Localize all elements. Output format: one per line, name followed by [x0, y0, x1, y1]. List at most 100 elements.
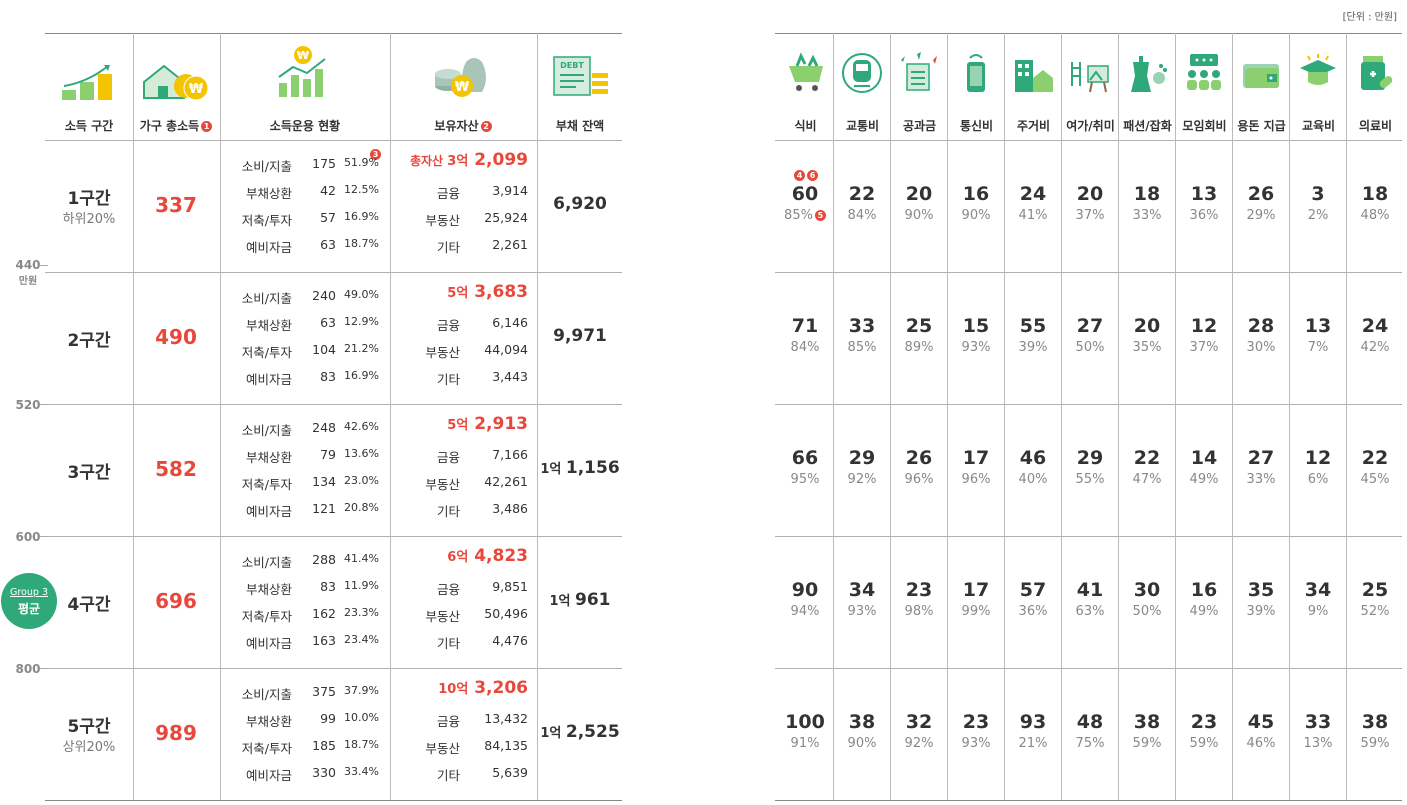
- expense-percent-text: 84%: [847, 208, 877, 223]
- asset-label: 부동산: [425, 213, 460, 228]
- expense-value: 28: [1247, 315, 1275, 337]
- subway-train-icon: [840, 52, 884, 96]
- expense-percent-text: 36%: [1018, 604, 1048, 619]
- expense-percent-text: 30%: [1246, 340, 1276, 355]
- expense-percent: 96%: [948, 472, 1004, 487]
- asset-label: 기타: [436, 636, 460, 651]
- debt-amount: 961: [575, 590, 611, 610]
- expense-value: 25: [905, 315, 933, 337]
- column-header: 소득운용 현황: [245, 117, 365, 134]
- expense-value: 16: [1190, 579, 1218, 601]
- asset-label: 금융: [436, 714, 460, 729]
- expense-value: 23: [962, 711, 990, 733]
- expense-value: 25: [1361, 579, 1389, 601]
- row-divider-left: [45, 404, 622, 405]
- group-meeting-icon: [1182, 52, 1226, 96]
- expense-percent-text: 99%: [961, 604, 991, 619]
- expense-column-header: 식비: [794, 119, 817, 133]
- expense-value: 29: [848, 447, 876, 469]
- expense-percent: 90%: [948, 208, 1004, 223]
- expense-column-header: 주거비: [1016, 119, 1051, 133]
- asset-value: 42,261: [484, 474, 528, 489]
- house-coins-icon: ₩: [140, 60, 210, 102]
- row-divider-right: [775, 536, 1402, 537]
- debt-amount: 1,156: [565, 458, 620, 478]
- expense-value: 38: [1133, 711, 1161, 733]
- usage-value: 63: [320, 315, 336, 330]
- header-marker-usage: 3: [370, 149, 381, 160]
- asset-label: 금융: [436, 450, 460, 465]
- expense-value: 3: [1311, 183, 1325, 205]
- column-divider-right: [1118, 33, 1119, 800]
- expense-value: 18: [1133, 183, 1161, 205]
- column-header: 부채 잔액: [520, 117, 640, 134]
- usage-value: 175: [312, 156, 336, 171]
- usage-percent: 23.3%: [344, 606, 379, 619]
- expense-percent-text: 39%: [1018, 340, 1048, 355]
- usage-value: 42: [320, 183, 336, 198]
- axis-label: 800: [15, 662, 41, 676]
- expense-percent: 94%: [777, 604, 833, 619]
- expense-value: 93: [1019, 711, 1047, 733]
- usage-value: 134: [312, 474, 336, 489]
- expense-percent-text: 63%: [1075, 604, 1105, 619]
- expense-column-header: 공과금: [902, 119, 937, 133]
- expense-value: 20: [905, 183, 933, 205]
- asset-value: 4,476: [492, 633, 528, 648]
- axis-label: 520: [15, 398, 41, 412]
- expense-percent-text: 90%: [847, 736, 877, 751]
- usage-label: 부채상환: [245, 186, 292, 201]
- expense-percent: 39%: [1005, 340, 1061, 355]
- fashion-mannequin-icon: [1125, 52, 1169, 96]
- total-assets-amount: 3,683: [468, 282, 528, 302]
- asset-label: 기타: [436, 372, 460, 387]
- svg-text:₩: ₩: [297, 49, 309, 62]
- graduation-cap-icon: [1296, 52, 1340, 96]
- medicine-bottle-icon: [1353, 52, 1397, 96]
- expense-percent-text: 21%: [1018, 736, 1048, 751]
- expense-value: 24: [1361, 315, 1389, 337]
- axis-tick: [40, 265, 48, 266]
- mobile-phone-icon: [954, 52, 998, 96]
- utility-bill-icon: [897, 52, 941, 96]
- income-band-label: 2구간: [67, 331, 111, 351]
- expense-percent-text: 85%: [784, 208, 813, 223]
- expense-value: 48: [1076, 711, 1104, 733]
- expense-value: 29: [1076, 447, 1104, 469]
- expense-percent: 33%: [1233, 472, 1289, 487]
- expense-value: 22: [1133, 447, 1161, 469]
- asset-value: 84,135: [484, 738, 528, 753]
- expense-percent-text: 59%: [1360, 736, 1390, 751]
- total-assets-unit: 6억: [447, 550, 469, 565]
- expense-value: 13: [1190, 183, 1218, 205]
- usage-value: 121: [312, 501, 336, 516]
- household-income-value: 582: [155, 457, 197, 481]
- expense-value: 17: [962, 447, 990, 469]
- debt-balance: 1억 1,156: [537, 458, 623, 478]
- expense-percent: 84%: [777, 340, 833, 355]
- expense-percent-text: 40%: [1018, 472, 1048, 487]
- total-assets: 총자산 3억 2,099: [388, 150, 528, 170]
- total-assets-unit: 5억: [447, 418, 469, 433]
- usage-label: 예비자금: [245, 768, 292, 783]
- expense-value: 27: [1076, 315, 1104, 337]
- expense-percent: 35%: [1119, 340, 1175, 355]
- expense-percent-text: 90%: [961, 208, 991, 223]
- expense-percent: 29%: [1233, 208, 1289, 223]
- expense-percent-text: 2%: [1307, 208, 1329, 223]
- expense-percent-text: 35%: [1132, 340, 1162, 355]
- expense-percent: 45%: [1347, 472, 1403, 487]
- expense-percent-text: 46%: [1246, 736, 1276, 751]
- usage-percent: 33.4%: [344, 765, 379, 778]
- expense-percent-text: 93%: [847, 604, 877, 619]
- usage-percent: 21.2%: [344, 342, 379, 355]
- expense-percent: 50%: [1119, 604, 1175, 619]
- row-divider-right: [775, 140, 1402, 141]
- expense-percent: 92%: [834, 472, 890, 487]
- axis-tick: [40, 404, 48, 405]
- expense-percent-text: 49%: [1189, 472, 1219, 487]
- axis-label: 600: [15, 530, 41, 544]
- expense-value: 23: [905, 579, 933, 601]
- expense-percent: 55%: [1062, 472, 1118, 487]
- usage-label: 소비/지출: [241, 555, 292, 570]
